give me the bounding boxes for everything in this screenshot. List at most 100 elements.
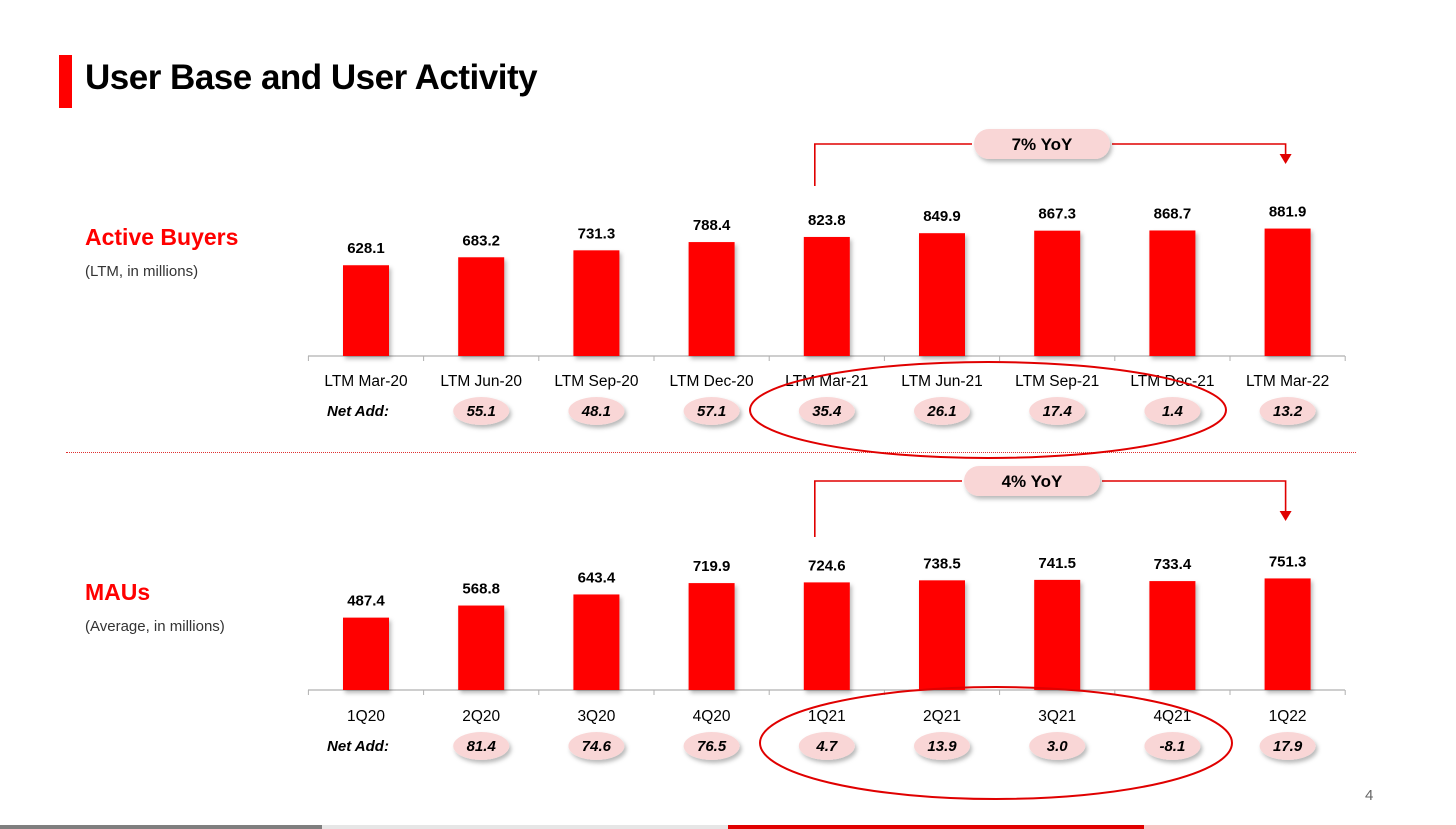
footer-bar-red (728, 825, 1144, 829)
value-label-maus: 719.9 (693, 558, 731, 575)
bar-maus (573, 594, 620, 690)
value-label-maus: 733.4 (1154, 556, 1192, 573)
net-add-value-maus: -8.1 (1159, 738, 1185, 755)
net-add-value-buyers: 13.2 (1273, 403, 1303, 420)
value-label-maus: 568.8 (462, 581, 500, 598)
growth-callout-text-maus: 4% YoY (1002, 472, 1063, 491)
category-label-maus: 4Q21 (1153, 708, 1191, 725)
section-label-maus: MAUs (85, 579, 151, 605)
value-label-buyers: 868.7 (1154, 205, 1192, 222)
value-label-maus: 643.4 (578, 569, 616, 586)
bar-buyers (1034, 230, 1081, 356)
callout-line-right-maus (1102, 480, 1287, 512)
net-add-value-maus: 13.9 (927, 738, 957, 755)
value-label-maus: 751.3 (1269, 553, 1307, 570)
net-add-pill-buyers (1259, 397, 1316, 425)
bar-maus (803, 582, 850, 690)
net-add-pill-buyers (568, 397, 625, 425)
bar-maus (1264, 578, 1311, 690)
footer-bar-gray (0, 825, 322, 829)
net-add-pill-maus (798, 732, 855, 760)
bar-buyers (573, 250, 620, 356)
category-label-maus: 4Q20 (693, 708, 731, 725)
category-label-maus: 1Q22 (1269, 708, 1307, 725)
net-add-pill-maus (568, 732, 625, 760)
growth-callout-pill-buyers (974, 129, 1110, 159)
value-label-maus: 738.5 (923, 555, 961, 572)
category-label-buyers: LTM Mar-21 (785, 373, 868, 390)
highlight-ellipse-buyers (749, 361, 1227, 459)
page-title: User Base and User Activity (85, 58, 538, 97)
net-add-pill-maus (453, 732, 510, 760)
category-label-maus: 2Q20 (462, 708, 500, 725)
net-add-value-buyers: 1.4 (1162, 403, 1184, 420)
net-add-label-maus: Net Add: (327, 738, 389, 755)
callout-line-left-maus (813, 480, 962, 537)
value-label-buyers: 849.9 (923, 208, 961, 225)
bar-buyers (1149, 230, 1196, 356)
category-label-maus: 1Q21 (808, 708, 846, 725)
category-label-buyers: LTM Mar-20 (324, 373, 408, 390)
net-add-pill-buyers (453, 397, 510, 425)
callout-line-left-buyers (813, 143, 972, 186)
bar-maus (688, 583, 735, 690)
category-label-buyers: LTM Jun-20 (440, 373, 522, 390)
category-label-buyers: LTM Dec-20 (670, 373, 755, 390)
net-add-pill-maus (914, 732, 970, 760)
category-label-buyers: LTM Sep-21 (1015, 373, 1099, 390)
value-label-buyers: 788.4 (693, 217, 731, 234)
section-divider (66, 452, 1356, 453)
net-add-value-buyers: 55.1 (467, 403, 496, 420)
net-add-value-maus: 74.6 (582, 738, 612, 755)
category-label-maus: 1Q20 (347, 708, 385, 725)
value-label-maus: 724.6 (808, 557, 846, 574)
net-add-value-buyers: 17.4 (1043, 403, 1073, 420)
net-add-pill-buyers (1029, 397, 1086, 425)
net-add-pill-buyers (1144, 397, 1201, 425)
net-add-pill-buyers (683, 397, 740, 425)
net-add-label-buyers: Net Add: (327, 403, 389, 420)
footer-bar-light (322, 825, 728, 829)
bar-buyers (343, 265, 389, 356)
bar-buyers (458, 257, 505, 356)
net-add-value-maus: 4.7 (815, 738, 838, 755)
net-add-value-maus: 81.4 (467, 738, 497, 755)
value-label-maus: 741.5 (1038, 555, 1076, 572)
bar-buyers (1264, 228, 1311, 356)
callout-line-right-buyers (1112, 143, 1287, 155)
section-label-active-buyers: Active Buyers (85, 224, 239, 250)
net-add-value-buyers: 57.1 (697, 403, 726, 420)
bar-buyers (803, 236, 850, 356)
category-label-buyers: LTM Dec-21 (1130, 373, 1214, 390)
bar-maus (919, 580, 965, 690)
highlight-ellipse-maus (759, 686, 1233, 800)
value-label-buyers: 881.9 (1269, 204, 1307, 221)
category-label-buyers: LTM Jun-21 (901, 373, 983, 390)
net-add-value-buyers: 35.4 (812, 403, 842, 420)
net-add-value-maus: 3.0 (1047, 738, 1069, 755)
net-add-value-buyers: 26.1 (926, 403, 956, 420)
net-add-pill-maus (683, 732, 740, 760)
value-label-buyers: 823.8 (808, 212, 846, 229)
category-label-maus: 2Q21 (923, 708, 961, 725)
page-number: 4 (1365, 787, 1374, 804)
net-add-value-buyers: 48.1 (581, 403, 611, 420)
callout-arrowhead-maus (1279, 511, 1292, 521)
net-add-pill-maus (1029, 732, 1086, 760)
bar-maus (343, 617, 389, 690)
bar-buyers (688, 242, 735, 356)
bar-maus (1149, 581, 1196, 690)
net-add-pill-buyers (914, 397, 970, 425)
section-sub-active-buyers: (LTM, in millions) (85, 263, 199, 280)
growth-callout-pill-maus (964, 466, 1100, 496)
value-label-buyers: 683.2 (462, 232, 500, 249)
net-add-value-maus: 76.5 (697, 738, 727, 755)
category-label-maus: 3Q21 (1038, 708, 1076, 725)
section-sub-maus: (Average, in millions) (85, 618, 225, 635)
value-label-buyers: 867.3 (1038, 206, 1076, 223)
bar-maus (458, 605, 505, 690)
category-label-buyers: LTM Sep-20 (554, 373, 639, 390)
growth-callout-text-buyers: 7% YoY (1012, 135, 1073, 154)
value-label-buyers: 731.3 (578, 225, 616, 242)
